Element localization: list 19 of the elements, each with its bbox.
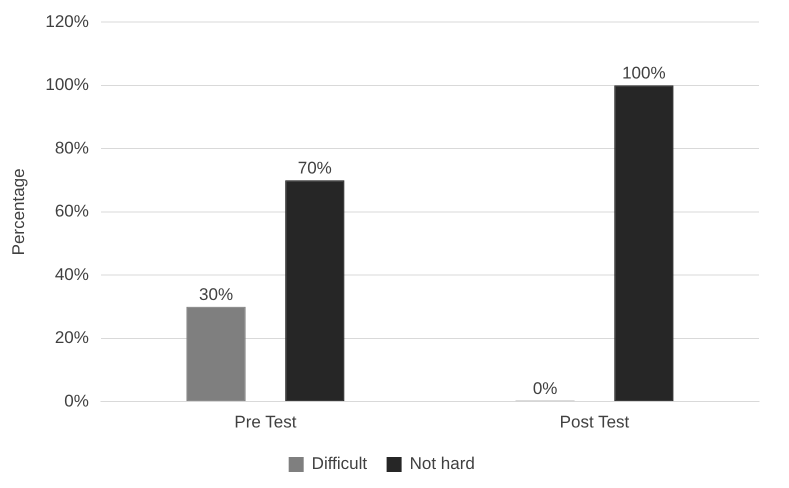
y-tick-label: 20% xyxy=(54,328,89,348)
data-label: 70% xyxy=(298,158,332,178)
x-tick-label: Pre Test xyxy=(234,412,297,432)
legend-label: Not hard xyxy=(410,454,475,474)
data-label: 0% xyxy=(532,378,558,398)
bar xyxy=(285,180,344,402)
data-label: 30% xyxy=(199,284,234,304)
y-axis-title: Percentage xyxy=(8,168,28,256)
bar xyxy=(614,85,674,402)
bar xyxy=(186,306,246,402)
y-tick-label: 120% xyxy=(45,12,89,31)
y-tick-label: 100% xyxy=(45,75,89,94)
y-tick-label: 40% xyxy=(54,264,89,284)
y-tick-label: 0% xyxy=(64,391,89,410)
x-tick-label: Post Test xyxy=(560,412,630,432)
data-label: 100% xyxy=(622,64,666,83)
y-tick-label: 80% xyxy=(54,138,89,158)
y-tick-label: 60% xyxy=(54,202,89,221)
legend-label: Difficult xyxy=(312,454,368,474)
